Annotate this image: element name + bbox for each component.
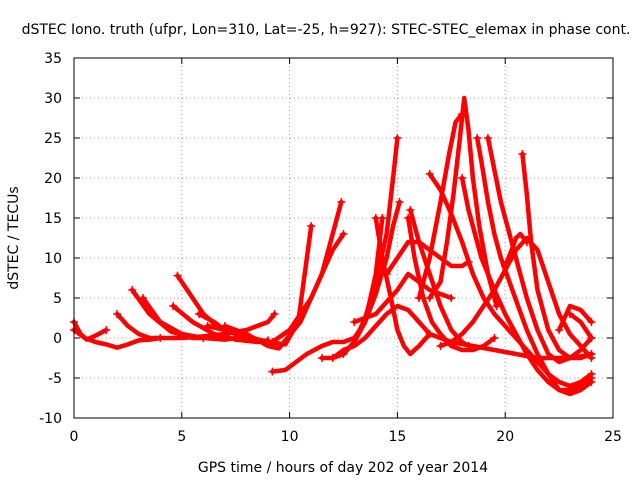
data-point-marker <box>102 326 111 334</box>
series-arc17 <box>405 215 497 353</box>
data-point-marker <box>565 310 574 318</box>
data-point-marker <box>307 222 316 230</box>
y-tick-label: 15 <box>44 211 62 227</box>
series-arc24 <box>459 175 594 393</box>
y-tick-label: 25 <box>44 131 62 147</box>
data-point-marker <box>447 294 456 302</box>
data-point-marker <box>317 354 326 362</box>
data-point-marker <box>371 214 380 222</box>
data-point-marker <box>425 330 434 338</box>
data-point-marker <box>156 334 165 342</box>
data-point-marker <box>555 326 564 334</box>
y-tick-label: -10 <box>39 411 62 427</box>
data-point-marker <box>339 230 348 238</box>
data-point-marker <box>587 378 596 386</box>
data-point-marker <box>518 150 527 158</box>
chart-title: dSTEC Iono. truth (ufpr, Lon=310, Lat=-2… <box>22 22 631 38</box>
grid <box>74 58 613 418</box>
series-arc31 <box>567 311 594 341</box>
series-arc10 <box>222 199 344 351</box>
data-point-marker <box>473 134 482 142</box>
data-point-marker <box>382 270 391 278</box>
series-arc23 <box>416 111 465 301</box>
data-point-marker <box>587 354 596 362</box>
data-point-marker <box>458 110 467 118</box>
data-point-marker <box>458 174 467 182</box>
x-tick-label: 10 <box>281 429 299 445</box>
axis-ticks: 0 5 10 15 20 25 -10 -5 0 5 10 15 20 25 30 35 <box>39 51 622 445</box>
y-tick-label: 5 <box>53 291 62 307</box>
series-arc30 <box>556 303 594 333</box>
series-arc22 <box>427 95 499 309</box>
data-point-marker <box>203 322 212 330</box>
data-point-marker <box>220 322 229 330</box>
data-point-marker <box>195 310 204 318</box>
data-point-marker <box>425 170 434 178</box>
data-point-marker <box>425 294 434 302</box>
x-tick-label: 20 <box>496 429 514 445</box>
data-point-marker <box>350 318 359 326</box>
data-point-marker <box>169 302 178 310</box>
y-tick-label: 0 <box>53 331 62 347</box>
y-tick-label: 35 <box>44 51 62 67</box>
y-tick-label: 30 <box>44 91 62 107</box>
data-point-marker <box>113 310 122 318</box>
data-point-marker <box>339 350 348 358</box>
series-layer <box>70 95 596 397</box>
series-arc15 <box>341 199 402 357</box>
data-point-marker <box>587 318 596 326</box>
data-point-marker <box>406 206 415 214</box>
data-point-marker <box>328 354 337 362</box>
data-point-marker <box>501 262 510 270</box>
y-tick-label: -5 <box>48 371 62 387</box>
series-arc21 <box>427 171 594 389</box>
data-point-marker <box>393 134 402 142</box>
data-point-marker <box>395 198 404 206</box>
data-point-marker <box>587 334 596 342</box>
x-axis-label: GPS time / hours of day 202 of year 2014 <box>198 460 488 476</box>
series-arc25 <box>474 135 594 397</box>
y-axis-label: dSTEC / TECUs <box>6 186 22 289</box>
x-tick-label: 25 <box>604 429 622 445</box>
data-point-marker <box>436 342 445 350</box>
series-arc11 <box>270 215 385 374</box>
data-point-marker <box>522 238 531 246</box>
data-point-marker <box>268 367 277 376</box>
data-point-marker <box>270 310 279 318</box>
series-arc28 <box>438 235 594 361</box>
series-arc19 <box>352 271 454 325</box>
x-tick-label: 5 <box>177 429 186 445</box>
plot-frame <box>73 57 614 419</box>
data-point-marker <box>464 342 473 350</box>
data-point-marker <box>414 294 423 302</box>
data-point-marker <box>128 286 137 294</box>
data-point-marker <box>490 334 499 342</box>
data-point-marker <box>337 198 346 206</box>
data-point-marker <box>483 134 492 142</box>
series-arc16 <box>373 215 432 357</box>
x-tick-label: 15 <box>388 429 406 445</box>
series-arc27 <box>520 151 594 361</box>
x-tick-label: 0 <box>70 429 79 445</box>
y-tick-label: 20 <box>44 171 62 187</box>
data-point-marker <box>138 294 147 302</box>
data-point-marker <box>268 338 277 346</box>
series-arc3 <box>114 311 163 341</box>
y-tick-label: 10 <box>44 251 62 267</box>
series-arc12 <box>270 231 346 345</box>
data-point-marker <box>173 271 182 280</box>
series-arc29 <box>502 231 530 269</box>
